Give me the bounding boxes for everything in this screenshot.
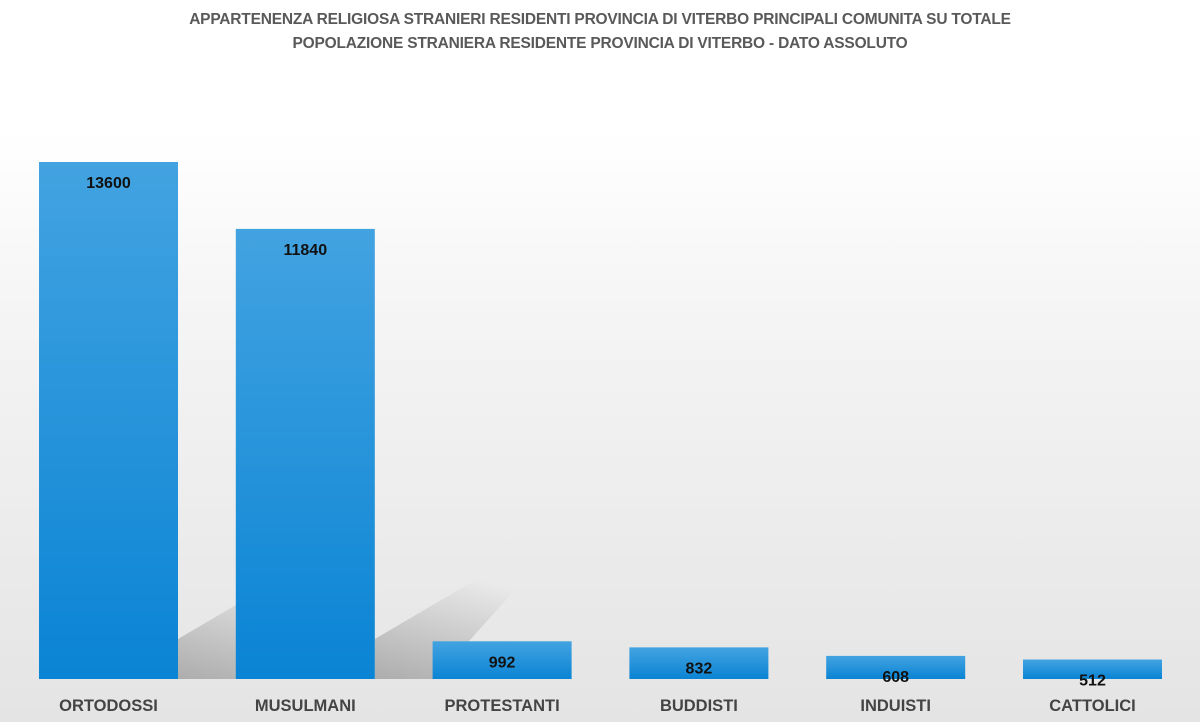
data-label-induisti: 608 — [882, 669, 909, 686]
bar-shadow-musulmani — [374, 569, 534, 679]
bar-ortodossi — [39, 162, 178, 679]
category-label-musulmani: MUSULMANI — [255, 697, 356, 715]
data-label-buddisti: 832 — [686, 660, 713, 677]
bar-cattolici — [1023, 659, 1162, 679]
category-label-cattolici: CATTOLICI — [1049, 697, 1135, 715]
data-label-ortodossi: 13600 — [86, 175, 131, 192]
data-label-cattolici: 512 — [1079, 673, 1106, 690]
bar-buddisti — [629, 647, 769, 679]
data-label-protestanti: 992 — [489, 654, 516, 671]
chart-subtitle: POPOLAZIONE STRANIERA RESIDENTE PROVINCI… — [292, 35, 908, 52]
data-label-musulmani: 11840 — [283, 242, 327, 259]
data-labels-group: 13600 11840 992 832 608 512 — [86, 175, 1106, 690]
bars-group — [39, 162, 1162, 679]
chart-title: APPARTENENZA RELIGIOSA STRANIERI RESIDEN… — [189, 11, 1011, 28]
bar-induisti — [826, 655, 966, 679]
category-label-induisti: INDUISTI — [860, 697, 931, 715]
chart-title-block: APPARTENENZA RELIGIOSA STRANIERI RESIDEN… — [0, 8, 1200, 56]
bar-musulmani — [235, 228, 375, 679]
category-label-protestanti: PROTESTANTI — [444, 697, 559, 715]
bar-protestanti — [432, 641, 572, 679]
category-label-ortodossi: ORTODOSSI — [59, 697, 158, 715]
category-label-buddisti: BUDDISTI — [660, 697, 738, 715]
category-labels-group: ORTODOSSI MUSULMANI PROTESTANTI BUDDISTI IND… — [59, 697, 1136, 715]
